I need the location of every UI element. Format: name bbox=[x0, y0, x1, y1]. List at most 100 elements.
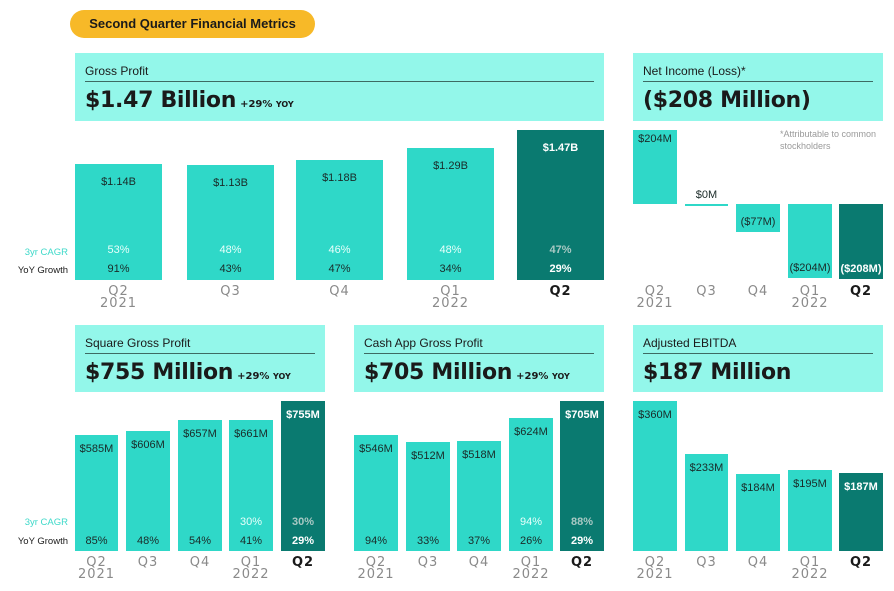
cagr-label: 47% bbox=[549, 244, 572, 256]
bar bbox=[406, 442, 450, 551]
bar-value-label: $1.18B bbox=[322, 171, 357, 184]
bar bbox=[281, 401, 325, 551]
row-label-yoy: YoY Growth bbox=[17, 265, 68, 276]
bar-value-label: $585M bbox=[79, 442, 114, 455]
bar-value-label: $204M bbox=[638, 133, 672, 145]
bar-value-label: $187M bbox=[844, 481, 878, 494]
x-tick-label: Q1 2022 bbox=[778, 555, 842, 582]
bar bbox=[685, 453, 728, 551]
cagr-label: 30% bbox=[291, 516, 315, 528]
net-income-header: Net Income (Loss)* ($208 Million) bbox=[633, 53, 883, 121]
bar bbox=[839, 473, 883, 551]
gross-profit-header: Gross Profit $1.47 Billion +29% YOY bbox=[75, 53, 604, 121]
bar-value-label: $624M bbox=[514, 426, 548, 439]
gross-profit-title: Gross Profit bbox=[85, 53, 594, 82]
cagr-label: 48% bbox=[219, 244, 242, 256]
x-tick-label: Q2 bbox=[507, 284, 614, 299]
x-tick-label: Q4 bbox=[286, 285, 393, 298]
bar-value-label: $195M bbox=[793, 477, 827, 490]
tick-quarter: Q2 bbox=[644, 555, 666, 570]
tick-year: 2021 bbox=[99, 296, 138, 311]
x-tick-label: Q1 2022 bbox=[219, 556, 283, 582]
row-label-cagr: 3yr CAGR bbox=[24, 247, 68, 258]
x-tick-label: Q4 bbox=[726, 285, 790, 298]
bar-value-label: $1.13B bbox=[213, 176, 248, 189]
cagr-label: 94% bbox=[519, 516, 543, 528]
tick-year: 2022 bbox=[232, 567, 270, 582]
tick-quarter: Q4 bbox=[468, 555, 490, 570]
bar bbox=[187, 164, 274, 280]
bar-value-label: $705M bbox=[565, 409, 599, 421]
tick-year: 2022 bbox=[791, 567, 829, 582]
bar bbox=[788, 204, 832, 278]
gross-profit-headline: $1.47 Billion +29% YOY bbox=[85, 88, 594, 113]
yoy-value: +29% bbox=[237, 371, 270, 382]
square-gross-profit-title: Square Gross Profit bbox=[85, 325, 315, 354]
yoy-growth-label: 43% bbox=[219, 263, 242, 275]
x-tick-label: Q2 2021 bbox=[65, 284, 172, 311]
cash-app-gross-profit-headline-yoy: +29% YOY bbox=[516, 371, 570, 382]
yoy-growth-label: 29% bbox=[549, 263, 572, 275]
x-tick-label: Q1 2022 bbox=[397, 284, 504, 310]
square-gross-profit-headline: $755 Million +29% YOY bbox=[85, 360, 315, 385]
bar bbox=[407, 148, 494, 280]
bar-value-label: ($208M) bbox=[840, 263, 882, 276]
net-income-headline: ($208 Million) bbox=[643, 88, 873, 113]
bar bbox=[296, 159, 383, 280]
section-title-pill: Second Quarter Financial Metrics bbox=[70, 10, 315, 38]
x-tick-label: Q4 bbox=[168, 555, 232, 570]
cagr-label: 30% bbox=[239, 516, 263, 528]
yoy-value: +29% bbox=[240, 99, 273, 110]
bar bbox=[633, 130, 677, 204]
bar bbox=[788, 469, 832, 551]
yoy-value: +29% bbox=[516, 371, 549, 382]
yoy-suffix: YOY bbox=[275, 100, 294, 109]
cagr-label: 46% bbox=[328, 244, 351, 256]
x-tick-label: Q1 2022 bbox=[499, 556, 563, 582]
tick-quarter: Q4 bbox=[189, 555, 211, 570]
bar-value-label: $360M bbox=[638, 409, 672, 421]
x-tick-label: Q2 2021 bbox=[623, 285, 687, 311]
tick-year: 2022 bbox=[512, 567, 550, 582]
tick-year: 2021 bbox=[636, 296, 674, 311]
adjusted-ebitda-headline-value: $187 Million bbox=[643, 360, 792, 385]
tick-quarter: Q1 bbox=[799, 555, 821, 570]
cash-app-gross-profit-title: Cash App Gross Profit bbox=[364, 325, 594, 354]
cagr-label: 88% bbox=[570, 516, 594, 528]
yoy-growth-label: 48% bbox=[136, 535, 160, 547]
x-tick-label: Q1 2022 bbox=[778, 284, 842, 310]
bar bbox=[229, 419, 273, 551]
cash-app-gross-profit-headline: $705 Million +29% YOY bbox=[364, 360, 594, 385]
tick-quarter: Q1 bbox=[799, 284, 821, 299]
yoy-growth-label: 91% bbox=[107, 263, 130, 275]
x-tick-label: Q4 bbox=[726, 556, 790, 569]
x-tick-label: Q3 bbox=[675, 556, 738, 569]
tick-quarter: Q2 bbox=[108, 284, 129, 299]
cagr-label: 48% bbox=[439, 244, 462, 256]
bar bbox=[736, 474, 780, 551]
cash-app-gross-profit-headline-value: $705 Million bbox=[364, 360, 513, 385]
bar bbox=[633, 401, 677, 551]
bar bbox=[509, 418, 553, 551]
bar-value-label: $661M bbox=[234, 427, 268, 440]
x-tick-label: Q3 bbox=[675, 285, 738, 298]
tick-quarter: Q2 bbox=[549, 284, 572, 299]
tick-quarter: Q1 bbox=[440, 284, 461, 299]
x-tick-label: Q2 2021 bbox=[623, 555, 687, 581]
x-tick-label: Q2 2021 bbox=[65, 556, 128, 581]
yoy-growth-label: 37% bbox=[467, 535, 491, 547]
yoy-growth-label: 54% bbox=[188, 535, 212, 547]
adjusted-ebitda-title: Adjusted EBITDA bbox=[643, 325, 873, 354]
adjusted-ebitda-headline: $187 Million bbox=[643, 360, 873, 385]
gross-profit-headline-value: $1.47 Billion bbox=[85, 88, 237, 113]
bar-value-label: $606M bbox=[131, 438, 165, 451]
net-income-headline-value: ($208 Million) bbox=[643, 88, 811, 113]
yoy-growth-label: 29% bbox=[570, 535, 594, 547]
square-gross-profit-headline-yoy: +29% YOY bbox=[237, 371, 291, 382]
x-tick-label: Q2 bbox=[271, 556, 335, 569]
bar-value-label: $1.14B bbox=[101, 175, 136, 188]
yoy-suffix: YOY bbox=[551, 372, 570, 381]
gross-profit-headline-yoy: +29% YOY bbox=[240, 99, 294, 110]
tick-year: 2021 bbox=[357, 567, 395, 582]
square-gross-profit-headline-value: $755 Million bbox=[85, 360, 234, 385]
